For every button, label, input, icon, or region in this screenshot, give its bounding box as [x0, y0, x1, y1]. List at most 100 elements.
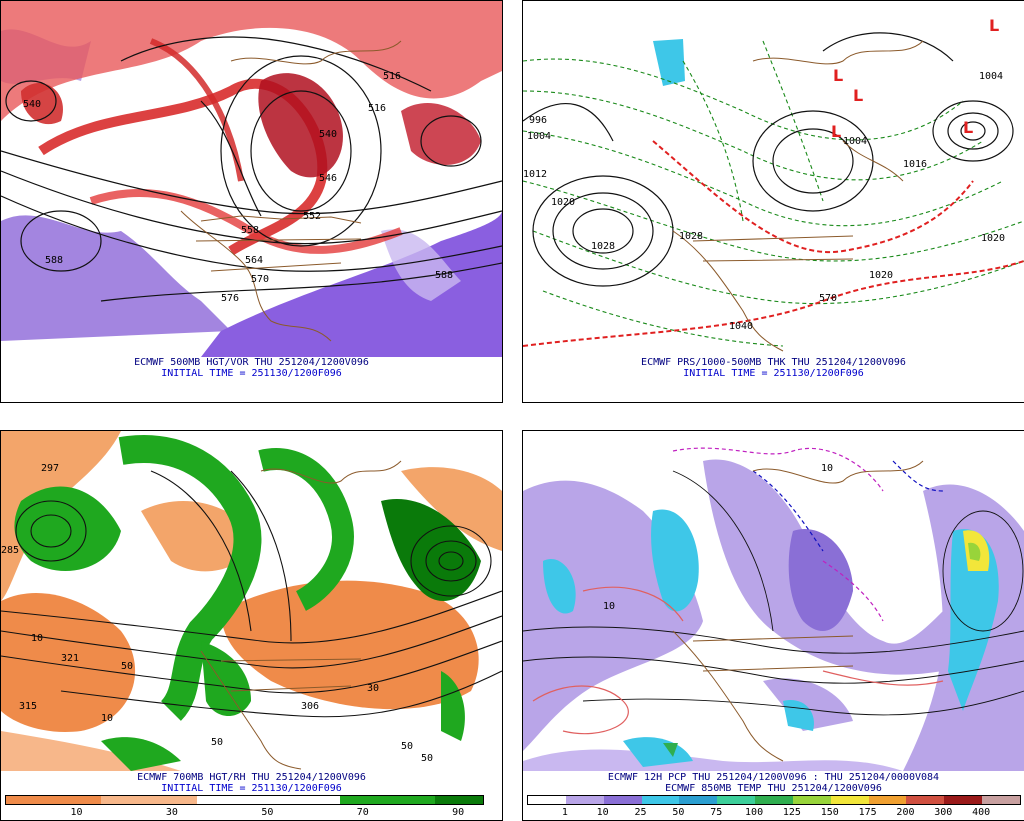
colorbar-tick-label: 50: [261, 807, 274, 818]
contour-label: 50: [421, 753, 433, 764]
panel-700mb-rh: 297 285 321 315 50 10 30 50 10 50 306 50…: [0, 430, 503, 821]
colorbar-swatch: [6, 796, 54, 804]
contour-label: 546: [319, 173, 337, 184]
precip-colorbar: [527, 795, 1021, 805]
contour-label: 570: [251, 274, 269, 285]
colorbar-tick-label: 30: [165, 807, 178, 818]
rh-colorbar-ticks: 10 30 50 70 90: [5, 807, 482, 819]
colorbar-swatch: [792, 796, 831, 804]
contour-label: 540: [23, 99, 41, 110]
contour-label: 10: [821, 463, 833, 474]
colorbar-tick-label: 125: [782, 807, 801, 818]
contour-label: 1004: [843, 136, 867, 147]
colorbar-tick-label: 90: [452, 807, 465, 818]
colorbar-swatch: [244, 796, 293, 804]
colorbar-swatch: [101, 796, 150, 804]
contour-label: 576: [221, 293, 239, 304]
contour-label: 50: [401, 741, 413, 752]
colorbar-swatch: [906, 796, 945, 804]
contour-label: 10: [101, 713, 113, 724]
colorbar-swatch: [755, 796, 793, 804]
precip-map: 10 10: [523, 447, 1024, 771]
rh-colorbar: [5, 795, 484, 805]
contour-label: 1016: [903, 159, 927, 170]
colorbar-tick-label: 400: [972, 807, 991, 818]
initial-time: INITIAL TIME = 251130/1200F096: [161, 783, 342, 794]
colorbar-swatch: [339, 796, 388, 804]
contour-label: 306: [301, 701, 319, 712]
colorbar-swatch: [53, 796, 102, 804]
low-marker: L: [853, 86, 863, 105]
contour-label: 570: [819, 293, 837, 304]
contour-label: 516: [383, 71, 401, 82]
colorbar-tick-label: 50: [672, 807, 685, 818]
colorbar-swatch: [717, 796, 756, 804]
colorbar-swatch: [149, 796, 197, 804]
contour-label: 1020: [869, 270, 893, 281]
colorbar-swatch: [528, 796, 566, 804]
colorbar-tick-label: 70: [356, 807, 369, 818]
contour-label: 10: [31, 633, 43, 644]
precip-colorbar-ticks: 1 10 25 50 75 100 125 150 175 200 300 400: [527, 807, 1019, 819]
low-marker: L: [963, 118, 973, 137]
contour-label: 1004: [527, 131, 551, 142]
colorbar-swatch: [868, 796, 907, 804]
contour-label: 588: [435, 270, 453, 281]
panel-12h-precip: 10 10 ECMWF 12H PCP THU 251204/1200V096 …: [522, 430, 1024, 821]
contour-label: 516: [368, 103, 386, 114]
contour-label: 996: [529, 115, 547, 126]
colorbar-tick-label: 100: [745, 807, 764, 818]
colorbar-tick-label: 175: [858, 807, 877, 818]
contour-label: 1020: [551, 197, 575, 208]
low-marker: L: [831, 122, 841, 141]
contour-label: 285: [1, 545, 19, 556]
contour-label: 50: [121, 661, 133, 672]
colorbar-swatch: [292, 796, 340, 804]
contour-label: 588: [45, 255, 63, 266]
colorbar-swatch: [196, 796, 245, 804]
low-marker: L: [989, 16, 999, 35]
contour-label: 1028: [679, 231, 703, 242]
colorbar-swatch: [603, 796, 642, 804]
colorbar-swatch: [944, 796, 983, 804]
colorbar-tick-label: 1: [561, 807, 568, 818]
panel-title: ECMWF 12H PCP THU 251204/1200V096 : THU …: [607, 772, 940, 783]
colorbar-swatch: [435, 796, 484, 804]
panel-pressure-thickness: L L L L L 1004 996 1004 1012 1020 1028 1…: [522, 0, 1024, 403]
colorbar-swatch: [387, 796, 436, 804]
contour-label: 321: [61, 653, 79, 664]
initial-time: INITIAL TIME = 251130/1200F096: [161, 368, 342, 379]
colorbar-tick-label: 200: [896, 807, 915, 818]
panel-500mb-vorticity: 516 540 546 552 558 564 570 576 588 588 …: [0, 0, 503, 403]
rh-map: 297 285 321 315 50 10 30 50 10 50 306 50: [1, 431, 502, 771]
contour-label: 30: [367, 683, 379, 694]
colorbar-tick-label: 150: [820, 807, 839, 818]
contour-label: 564: [245, 255, 263, 266]
contour-label: 552: [303, 211, 321, 222]
contour-label: 558: [241, 225, 259, 236]
colorbar-tick-label: 300: [934, 807, 953, 818]
contour-label: 50: [211, 737, 223, 748]
contour-label: 10: [603, 601, 615, 612]
colorbar-swatch: [641, 796, 680, 804]
thickness-map: L L L L L 1004 996 1004 1012 1020 1028 1…: [523, 16, 1024, 352]
colorbar-tick-label: 10: [596, 807, 609, 818]
contour-label: 1004: [979, 71, 1003, 82]
colorbar-swatch: [679, 796, 718, 804]
vorticity-map: 516 540 546 552 558 564 570 576 588 588 …: [1, 1, 502, 357]
contour-label: 1028: [591, 241, 615, 252]
contour-label: 1040: [729, 321, 753, 332]
colorbar-swatch: [982, 796, 1020, 804]
colorbar-swatch: [565, 796, 604, 804]
panel-title: ECMWF 700MB HGT/RH THU 251204/1200V096: [137, 772, 366, 783]
colorbar-swatch: [830, 796, 869, 804]
panel-title: ECMWF 500MB HGT/VOR THU 251204/1200V096: [134, 357, 369, 368]
colorbar-tick-label: 75: [710, 807, 723, 818]
contour-label: 1012: [523, 169, 547, 180]
contour-label: 540: [319, 129, 337, 140]
low-marker: L: [833, 66, 843, 85]
contour-label: 315: [19, 701, 37, 712]
colorbar-tick-label: 10: [70, 807, 83, 818]
initial-time: INITIAL TIME = 251130/1200F096: [683, 368, 864, 379]
contour-label: 297: [41, 463, 59, 474]
